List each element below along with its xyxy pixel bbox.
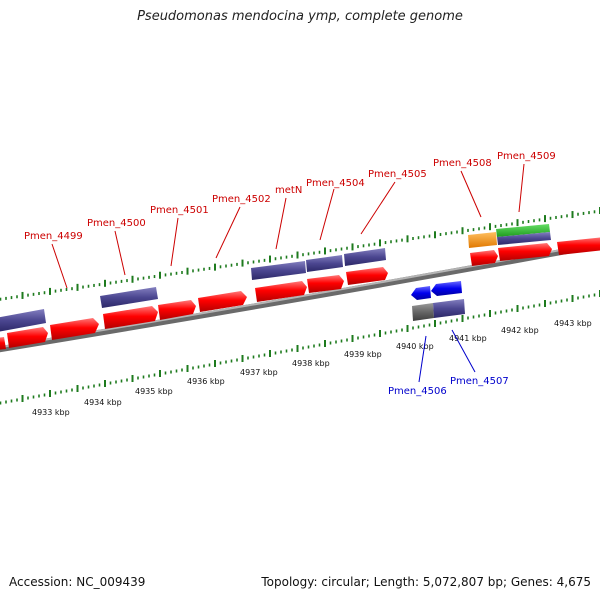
reverse-cds-arrow[interactable]: [431, 281, 462, 296]
reverse-cds-arrow[interactable]: [411, 286, 431, 300]
kbp-label: 4933 kbp: [32, 408, 70, 417]
gene-bar[interactable]: [0, 309, 46, 332]
cds-arrow[interactable]: [198, 291, 247, 312]
cds-arrow[interactable]: [103, 306, 158, 329]
kbp-scale: 4933 kbp 4934 kbp 4935 kbp 4936 kbp 4937…: [32, 319, 592, 417]
gene-bar-green[interactable]: [496, 224, 550, 237]
cds-arrow[interactable]: [346, 267, 388, 285]
forward-label-leaders: [51, 163, 525, 289]
gene-label[interactable]: Pmen_4509: [497, 151, 556, 162]
gene-bar[interactable]: [251, 261, 306, 280]
gene-label[interactable]: Pmen_4508: [433, 158, 492, 169]
accession-text: Accession: NC_009439: [9, 575, 146, 589]
cds-arrow[interactable]: [7, 327, 48, 348]
gene-label[interactable]: Pmen_4499: [24, 231, 83, 242]
gene-label[interactable]: Pmen_4500: [87, 218, 146, 229]
gene-label[interactable]: metN: [275, 185, 302, 196]
gene-label[interactable]: Pmen_4506: [388, 386, 447, 397]
reverse-label-leaders: [418, 329, 476, 383]
gene-label[interactable]: Pmen_4501: [150, 205, 209, 216]
forward-cds-row: [0, 237, 600, 350]
kbp-label: 4935 kbp: [135, 387, 173, 396]
cds-arrow[interactable]: [498, 243, 552, 261]
cds-arrow[interactable]: [307, 275, 344, 293]
gene-bar-orange[interactable]: [468, 232, 497, 248]
kbp-label: 4942 kbp: [501, 326, 539, 335]
gene-label[interactable]: Pmen_4505: [368, 169, 427, 180]
cds-arrow[interactable]: [158, 300, 196, 320]
kbp-label: 4937 kbp: [240, 368, 278, 377]
cds-arrow[interactable]: [0, 337, 6, 350]
gene-label[interactable]: Pmen_4507: [450, 376, 509, 387]
reverse-gene-bar[interactable]: [412, 303, 434, 321]
gene-label[interactable]: Pmen_4502: [212, 194, 271, 205]
kbp-label: 4939 kbp: [344, 350, 382, 359]
cds-arrow[interactable]: [557, 237, 600, 255]
gene-bar[interactable]: [100, 287, 158, 308]
kbp-label: 4938 kbp: [292, 359, 330, 368]
tick-track-forward: [0, 207, 600, 301]
reverse-gene-labels: Pmen_4506 Pmen_4507: [388, 376, 509, 397]
cds-arrow[interactable]: [50, 318, 99, 340]
map-title: Pseudomonas mendocina ymp, complete geno…: [137, 9, 463, 24]
gene-bar[interactable]: [344, 248, 386, 266]
gene-bar[interactable]: [306, 255, 343, 272]
kbp-label: 4941 kbp: [449, 334, 487, 343]
reverse-gene-bar[interactable]: [433, 299, 465, 318]
kbp-label: 4934 kbp: [84, 398, 122, 407]
forward-gene-row: [0, 224, 551, 332]
cds-arrow[interactable]: [470, 250, 498, 266]
kbp-label: 4940 kbp: [396, 342, 434, 351]
tick-track-reverse: [0, 290, 600, 405]
forward-gene-labels: Pmen_4499 Pmen_4500 Pmen_4501 Pmen_4502 …: [24, 151, 556, 242]
genome-summary-text: Topology: circular; Length: 5,072,807 bp…: [261, 575, 591, 589]
kbp-label: 4943 kbp: [554, 319, 592, 328]
reverse-strand-row: [411, 281, 465, 321]
kbp-label: 4936 kbp: [187, 377, 225, 386]
gene-bar[interactable]: [497, 232, 551, 245]
gene-label[interactable]: Pmen_4504: [306, 178, 365, 189]
cds-arrow[interactable]: [255, 281, 307, 302]
